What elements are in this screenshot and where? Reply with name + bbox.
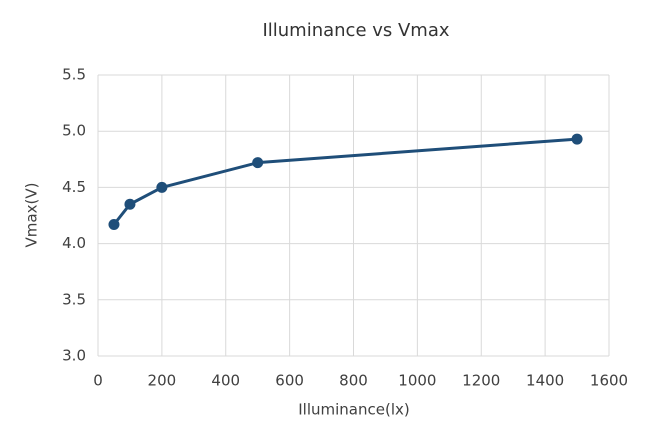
y-tick-label: 3.0 [62,347,86,365]
x-tick-label: 600 [275,372,304,390]
y-tick-label: 4.0 [62,234,86,252]
y-tick-label: 5.5 [62,66,86,84]
x-axis-label: Illuminance(lx) [298,401,409,419]
x-tick-label: 200 [148,372,177,390]
x-tick-label: 1000 [398,372,436,390]
x-tick-label: 1600 [590,372,628,390]
y-tick-label: 3.5 [62,290,86,308]
data-point [124,198,136,210]
chart-title: Illuminance vs Vmax [262,20,449,41]
data-point [108,218,120,230]
series-line [112,137,578,226]
data-point [252,157,264,169]
data-point [156,181,168,193]
x-tick-label: 400 [211,372,240,390]
x-tick-label: 0 [93,372,103,390]
data-point [571,133,583,145]
y-tick-label: 4.5 [62,178,86,196]
y-axis-label: Vmax(V) [23,183,41,248]
x-tick-label: 1400 [526,372,564,390]
x-tick-label: 800 [339,372,368,390]
x-tick-label: 1200 [462,372,500,390]
y-tick-label: 5.0 [62,122,86,140]
